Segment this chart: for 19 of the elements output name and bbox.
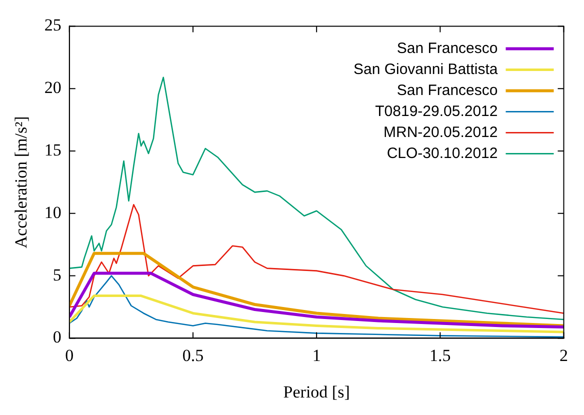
y-axis-title: Acceleration [m/s²]: [12, 116, 31, 248]
y-tick-label: 15: [44, 140, 62, 160]
x-tick-label: 0: [65, 346, 74, 365]
y-tick-label: 5: [52, 265, 62, 284]
x-tick-label: 0.5: [182, 346, 204, 365]
y-tick-label: 20: [44, 78, 62, 98]
x-tick-label: 1: [312, 346, 321, 365]
x-axis-title: Period [s]: [283, 382, 350, 402]
legend-label: San Francesco: [396, 82, 498, 99]
legend-label: MRN-20.05.2012: [384, 124, 498, 141]
x-tick-label: 1.5: [430, 346, 451, 365]
y-tick-label: 25: [44, 16, 62, 35]
x-tick-label: 2: [560, 346, 568, 365]
legend-label: CLO-30.10.2012: [386, 144, 498, 162]
y-tick-label: 0: [52, 328, 62, 347]
legend-label: T0819-29.05.2012: [375, 102, 498, 120]
legend-label: San Giovanni Battista: [353, 60, 498, 78]
y-tick-label: 10: [44, 202, 62, 222]
legend-label: San Francesco: [396, 40, 498, 57]
